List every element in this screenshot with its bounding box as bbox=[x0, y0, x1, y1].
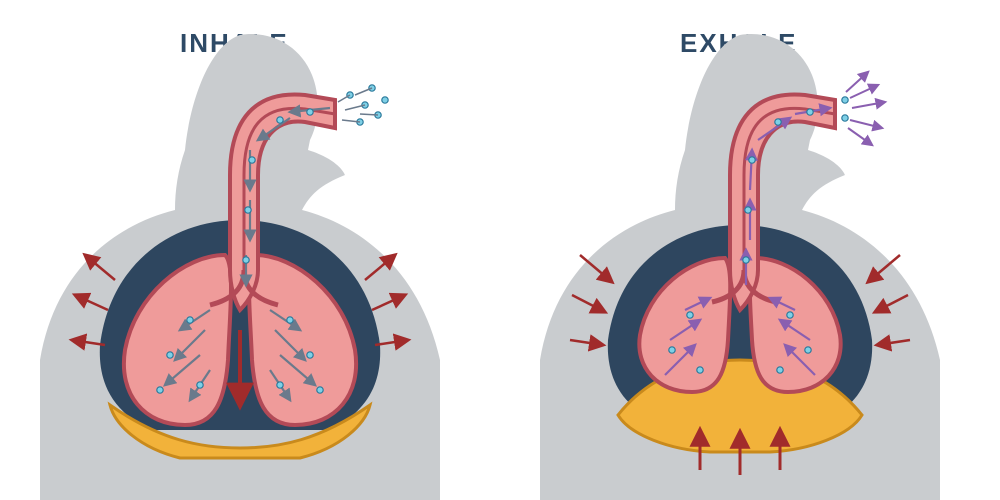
respiration-diagram: INHALE EXHALE bbox=[0, 0, 1000, 500]
air-particles-in bbox=[338, 85, 388, 125]
diagram-svg bbox=[0, 0, 1000, 500]
inhale-panel bbox=[40, 34, 440, 500]
exhale-panel bbox=[540, 34, 940, 500]
air-particles-out bbox=[842, 72, 885, 145]
